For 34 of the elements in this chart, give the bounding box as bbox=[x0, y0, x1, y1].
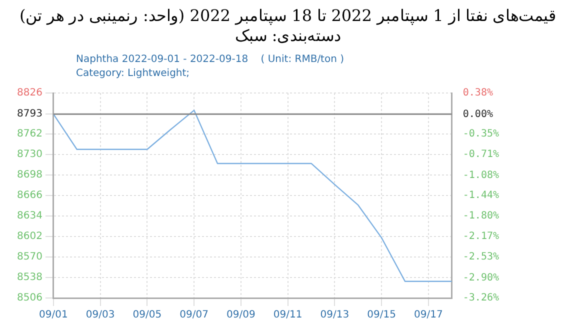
y-tick-label: 8602 bbox=[16, 231, 42, 242]
y2-tick-label: -1.80% bbox=[462, 210, 499, 222]
y-tick-label: 8634 bbox=[16, 210, 42, 222]
y2-tick-label: -1.44% bbox=[462, 190, 499, 202]
x-tick-label: 09/09 bbox=[226, 310, 256, 321]
y2-tick-label: -3.26% bbox=[462, 292, 499, 304]
x-tick-label: 09/03 bbox=[86, 310, 115, 321]
y-tick-label: 8793 bbox=[16, 108, 42, 120]
x-tick-label: 09/07 bbox=[180, 310, 208, 321]
text: Category: Lightweight; bbox=[76, 68, 190, 79]
y2-tick-label: 0.00% bbox=[462, 108, 493, 120]
chart-subtitle: Naphtha 2022-09-01 - 2022-09-18 ( Unit: RMB/ton ) bbox=[76, 54, 344, 65]
y-tick-label: 8698 bbox=[16, 170, 42, 181]
y-tick-label: 8762 bbox=[16, 128, 42, 140]
y-tick-label: 8506 bbox=[16, 292, 42, 304]
y-tick-label: 8666 bbox=[16, 190, 42, 202]
y2-tick-label: -0.35% bbox=[462, 128, 499, 140]
y2-tick-label: -2.17% bbox=[462, 231, 499, 242]
y-tick-label: 8730 bbox=[16, 149, 42, 160]
y-tick-label: 8826 bbox=[16, 88, 42, 99]
y-tick-label: 8570 bbox=[16, 252, 42, 263]
y2-tick-label: -2.90% bbox=[462, 272, 499, 284]
x-tick-label: 09/05 bbox=[132, 310, 162, 321]
y-tick-label: 8538 bbox=[16, 272, 42, 284]
y2-tick-label: -1.08% bbox=[462, 170, 499, 181]
x-tick-label: 09/15 bbox=[367, 310, 396, 321]
chart-title: قیمت‌های نفتا از 1 سپتامبر 2022 تا 18 سپتامبر 2022 (واحد: رنمینبی در هر تن) دسته‌بندی: سبک bbox=[18, 6, 558, 46]
y2-tick-label: 0.38% bbox=[462, 88, 493, 99]
x-tick-label: 09/17 bbox=[414, 310, 443, 321]
y2-tick-label: -2.53% bbox=[462, 251, 499, 262]
x-tick-label: 09/13 bbox=[320, 310, 350, 321]
y2-tick-label: -0.71% bbox=[462, 148, 499, 160]
x-tick-label: 09/01 bbox=[39, 310, 68, 321]
x-tick-label: 09/11 bbox=[273, 310, 302, 321]
